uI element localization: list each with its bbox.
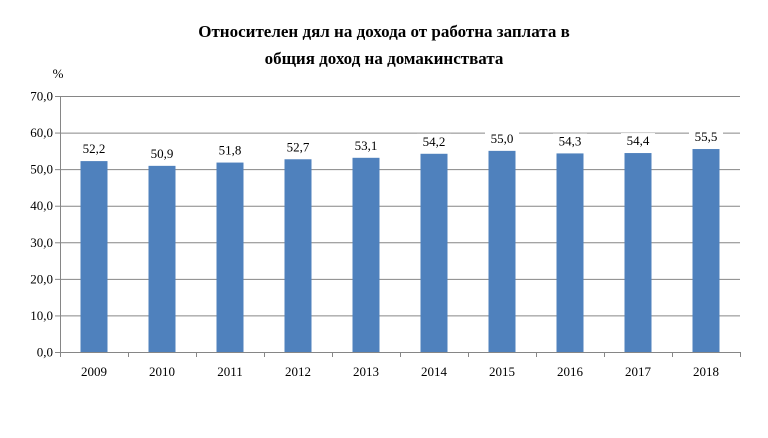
y-tick-label: 20,0 — [30, 271, 53, 286]
y-unit-label: % — [53, 66, 64, 81]
bar-2016 — [556, 153, 584, 352]
chart-title-line-1: Относителен дял на дохода от работна зап… — [198, 22, 570, 41]
y-tick-label: 30,0 — [30, 235, 53, 250]
y-tick-labels: 0,0 10,0 20,0 30,0 40,0 50,0 60,0 70,0 — [30, 89, 53, 360]
x-tick-labels: 2009 2010 2011 2012 2013 2014 2015 2016 2017 2018 — [81, 364, 719, 379]
x-tick-label: 2014 — [421, 364, 448, 379]
data-label: 50,9 — [151, 146, 174, 161]
data-label: 52,7 — [287, 139, 310, 154]
y-tick-label: 70,0 — [30, 89, 53, 104]
y-tick-label: 60,0 — [30, 125, 53, 140]
data-label-background — [689, 129, 723, 145]
x-tick-label: 2011 — [217, 364, 243, 379]
bar-2011 — [216, 162, 244, 352]
x-tick-label: 2009 — [81, 364, 107, 379]
y-tick-label: 10,0 — [30, 308, 53, 323]
bars — [80, 149, 720, 352]
y-tick-label: 50,0 — [30, 162, 53, 177]
data-label-background — [213, 142, 247, 158]
data-label: 53,1 — [355, 138, 378, 153]
bar-2015 — [488, 150, 516, 352]
x-tick-label: 2015 — [489, 364, 515, 379]
y-tick-label: 40,0 — [30, 198, 53, 213]
bar-2017 — [624, 153, 652, 352]
bar-2012 — [284, 159, 312, 352]
data-label: 55,5 — [695, 129, 718, 144]
data-label-background — [145, 145, 179, 161]
data-label: 54,4 — [627, 133, 650, 148]
data-labels: 52,2 50,9 51,8 52,7 53,1 54,2 55,0 54,3 54,4 55,5 — [77, 129, 723, 161]
y-tick-label: 0,0 — [37, 345, 53, 360]
data-label-background — [77, 141, 111, 157]
x-tick-label: 2018 — [693, 364, 719, 379]
bar-2009 — [80, 161, 108, 352]
data-label: 55,0 — [491, 131, 514, 146]
data-label: 51,8 — [219, 143, 242, 158]
data-label-background — [553, 133, 587, 149]
data-label-background — [349, 137, 383, 153]
bar-2013 — [352, 157, 380, 352]
x-tick-label: 2013 — [353, 364, 379, 379]
x-tick-label: 2012 — [285, 364, 311, 379]
data-label: 54,2 — [423, 134, 446, 149]
axes — [55, 96, 741, 357]
data-label-background — [621, 133, 655, 149]
x-tick-label: 2016 — [557, 364, 584, 379]
data-label-background — [485, 130, 519, 146]
bar-2018 — [692, 149, 720, 352]
bar-2014 — [420, 153, 448, 352]
x-tick-label: 2017 — [625, 364, 652, 379]
bar-2010 — [148, 165, 176, 352]
chart-title: Относителен дял на дохода от работна зап… — [0, 18, 768, 72]
x-tick-label: 2010 — [149, 364, 175, 379]
data-label-background — [281, 139, 315, 155]
data-label-background — [417, 133, 451, 149]
data-label: 54,3 — [559, 133, 582, 148]
chart-title-line-2: общия доход на домакинствата — [264, 49, 504, 68]
data-label: 52,2 — [83, 141, 106, 156]
